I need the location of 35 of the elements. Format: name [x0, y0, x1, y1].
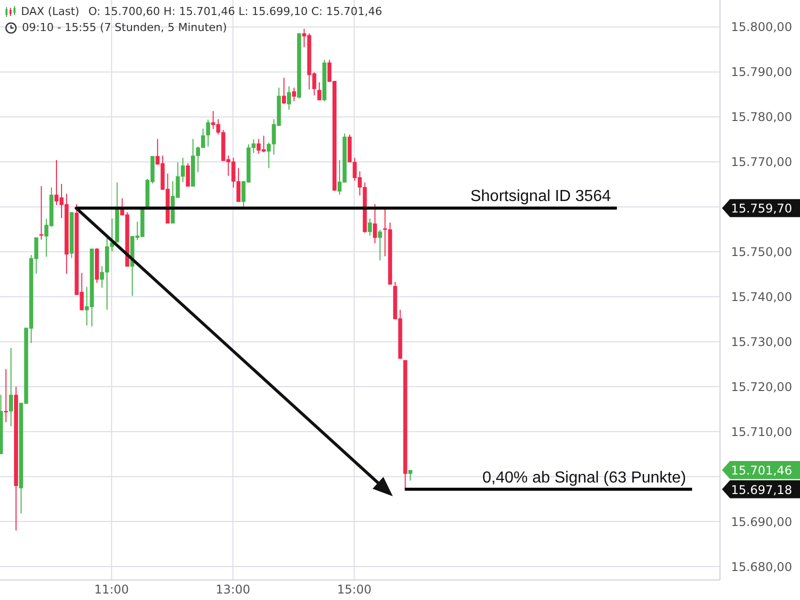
y2-tick-label: 15.701,46 — [731, 464, 792, 478]
candlestick — [292, 87, 296, 102]
x-tick-label: 11:00 — [94, 582, 129, 597]
text: DAX (Last) — [21, 4, 80, 19]
candlestick — [372, 204, 377, 244]
y-tick-label: 15.710,00 — [731, 424, 792, 439]
y2-tick-label: 15.697,18 — [731, 482, 792, 497]
candlestick — [317, 82, 322, 101]
y-tick-label: 15.750,00 — [731, 245, 792, 260]
y-tick-label: 15.690,00 — [731, 514, 792, 529]
text: 09:10 - 15:55 (7 Stunden, 5 Minuten) — [22, 20, 227, 35]
y-tick-label: 15.790,00 — [731, 65, 792, 80]
y-tick-label: 15.780,00 — [731, 110, 792, 124]
candlestick — [287, 86, 291, 110]
x-tick-label: 15:00 — [336, 582, 372, 597]
annotation: O: 15.700,60 H: 15.701,46 L: 15.699,10 C: 15.701,46 — [88, 4, 382, 19]
candlestick — [4, 368, 8, 423]
x-tick-label: 13:00 — [216, 582, 250, 597]
candlestick — [206, 119, 210, 148]
candlestick — [408, 470, 412, 482]
y2-tick-label: 15.759,70 — [731, 202, 792, 216]
candlestick — [8, 348, 13, 427]
candlestick — [39, 186, 44, 240]
candlestick — [186, 162, 190, 188]
candlestick — [282, 77, 286, 104]
y-tick-label: 15.720,00 — [731, 380, 792, 394]
candlestick — [368, 218, 372, 236]
annotation: 0,40% ab Signal (63 Punkte) — [482, 469, 686, 486]
candlestick — [378, 229, 382, 261]
y-tick-label: 15.740,00 — [731, 290, 792, 304]
y-tick-label: 15.770,00 — [731, 155, 792, 170]
y-tick-label: 15.800,00 — [731, 20, 792, 34]
y-tick-label: 15.730,00 — [731, 334, 792, 349]
y-tick-label: 15.680,00 — [731, 560, 792, 574]
annotation: Shortsignal ID 3564 — [470, 188, 611, 206]
